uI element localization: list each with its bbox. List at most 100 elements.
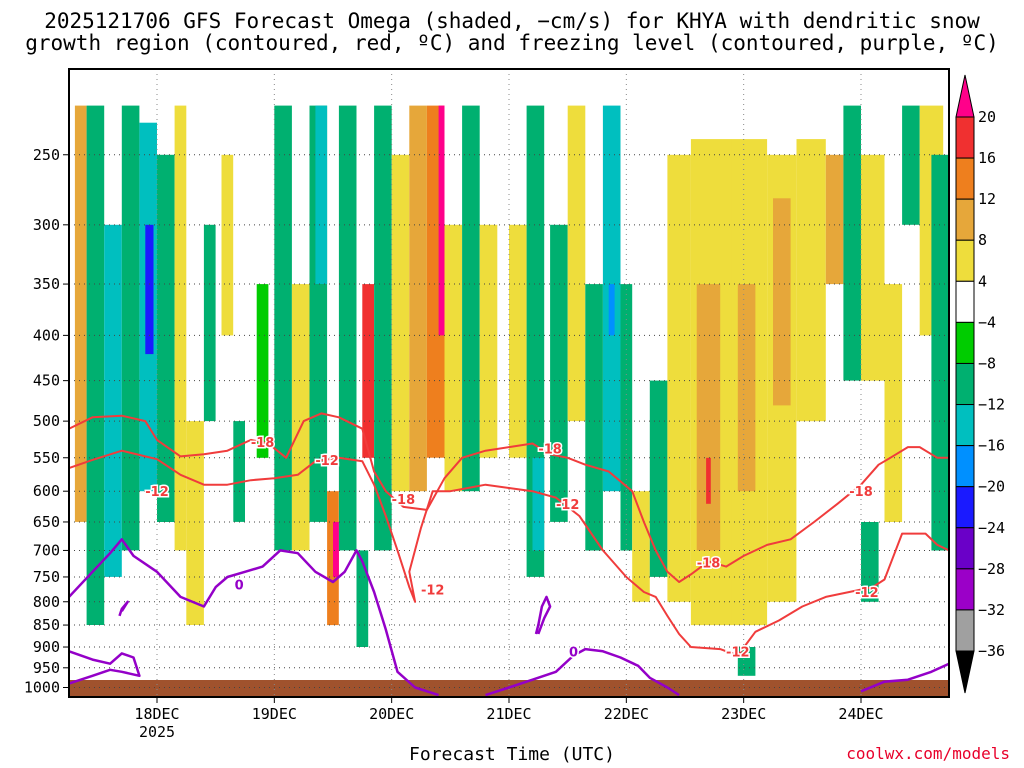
omega-cell	[374, 105, 392, 551]
y-tick-label: 600	[33, 482, 60, 500]
colorbar-swatch	[955, 157, 975, 200]
colorbar-label: −4	[978, 313, 996, 331]
colorbar-swatch	[955, 321, 975, 364]
omega-cell	[649, 380, 668, 577]
contour-line	[118, 600, 129, 617]
contour-line	[69, 538, 439, 697]
y-tick-label: 900	[33, 638, 60, 656]
colorbar-swatch	[955, 280, 975, 323]
colorbar-label: −24	[978, 519, 1005, 537]
colorbar-label: 16	[978, 149, 996, 167]
omega-cell	[74, 105, 87, 522]
omega-cell	[884, 284, 903, 522]
x-tick-label: 24DEC	[838, 705, 883, 723]
omega-cell	[86, 105, 105, 626]
x-axis-label: Forecast Time (UTC)	[409, 744, 615, 765]
contour-label: -12	[145, 485, 169, 500]
contour-line	[860, 662, 949, 693]
omega-cell	[632, 491, 650, 602]
colorbar-bottom-arrow	[955, 650, 975, 694]
x-tick-label: 22DEC	[604, 705, 649, 723]
colorbar-swatch	[955, 609, 975, 652]
y-tick-label: 800	[33, 593, 60, 611]
contour-label: 0	[235, 579, 244, 594]
chart-title-line-1: 2025121706 GFS Forecast Omega (shaded, −…	[44, 9, 980, 33]
y-tick-label: 350	[33, 275, 60, 293]
omega-cell	[274, 105, 292, 551]
temperature-contours: -12 -12 -12 -12 -12 -12 -18 -18 -18 -18 -18 0 0	[69, 412, 949, 697]
contour-label: -18	[251, 436, 275, 451]
omega-cell	[186, 421, 204, 625]
omega-cell	[585, 284, 603, 551]
omega-cell	[696, 284, 721, 551]
colorbar-label: −36	[978, 642, 1005, 660]
colorbar-swatch	[955, 239, 975, 282]
contour-label: -12	[421, 584, 445, 599]
omega-cell	[409, 105, 427, 492]
omega-cell	[145, 224, 154, 355]
colorbar-label: −12	[978, 396, 1005, 414]
omega-cell	[737, 284, 756, 492]
omega-shading	[74, 105, 949, 676]
colorbar-swatch	[955, 362, 975, 406]
omega-cell	[157, 154, 175, 523]
x-tick-label: 23DEC	[721, 705, 766, 723]
colorbar: 20 16 12 8 4 −4 −8 −12 −16 −20 −24 −28 −32 −36	[955, 74, 1005, 694]
contour-label: -12	[726, 645, 750, 660]
contour-label: -18	[849, 485, 873, 500]
contour-label: -18	[392, 493, 416, 508]
omega-cell	[444, 224, 463, 492]
omega-cell	[861, 522, 879, 602]
omega-cell	[509, 224, 527, 458]
omega-cell	[121, 105, 140, 551]
contour-line	[485, 647, 680, 697]
y-tick-label: 650	[33, 513, 60, 531]
omega-cell	[706, 457, 711, 504]
contour-line	[534, 595, 552, 635]
colorbar-label: −28	[978, 560, 1005, 578]
contour-label: -12	[315, 454, 339, 469]
omega-cell	[931, 154, 949, 551]
y-tick-label: 750	[33, 568, 60, 586]
x-tick-label: 21DEC	[486, 705, 531, 723]
omega-cell	[479, 224, 498, 458]
pressure-axis: 250 300 350 400 450 500 550 600 650 700 750 800 850 9…	[24, 146, 69, 697]
contour-line	[69, 650, 141, 685]
y-tick-label: 300	[33, 216, 60, 234]
omega-cell	[333, 522, 339, 577]
contour-label: 0	[569, 645, 578, 660]
contour-line	[69, 412, 949, 583]
omega-cell	[825, 154, 844, 285]
omega-cell	[843, 105, 861, 381]
y-tick-label: 550	[33, 449, 60, 467]
omega-cell	[902, 105, 920, 225]
colorbar-label: 8	[978, 231, 987, 249]
omega-cell	[796, 139, 826, 422]
colorbar-label: 12	[978, 190, 996, 208]
colorbar-label: −20	[978, 478, 1005, 496]
omega-cell	[462, 105, 480, 492]
y-tick-label: 1000	[24, 679, 60, 697]
colorbar-swatch	[955, 404, 975, 447]
omega-cell	[327, 491, 339, 626]
colorbar-swatch	[955, 527, 975, 570]
site-credit[interactable]: coolwx.com/models	[846, 744, 1010, 763]
omega-cell	[391, 154, 410, 492]
contour-label: -12	[855, 586, 879, 601]
colorbar-label: 20	[978, 108, 996, 126]
omega-cell	[221, 154, 234, 336]
chart-title-line-2: growth region (contoured, red, ºC) and f…	[25, 31, 999, 55]
omega-cell	[667, 154, 691, 602]
contour-label: -18	[538, 443, 562, 458]
omega-cell	[291, 284, 310, 551]
contour-label: -18	[697, 556, 721, 571]
x-tick-label: 20DEC	[369, 705, 414, 723]
y-tick-label: 700	[33, 541, 60, 559]
y-tick-label: 400	[33, 326, 60, 344]
x-tick-year: 2025	[139, 723, 175, 741]
colorbar-label: −32	[978, 601, 1005, 619]
y-tick-label: 500	[33, 412, 60, 430]
y-tick-label: 250	[33, 146, 60, 164]
colorbar-swatch	[955, 445, 975, 488]
